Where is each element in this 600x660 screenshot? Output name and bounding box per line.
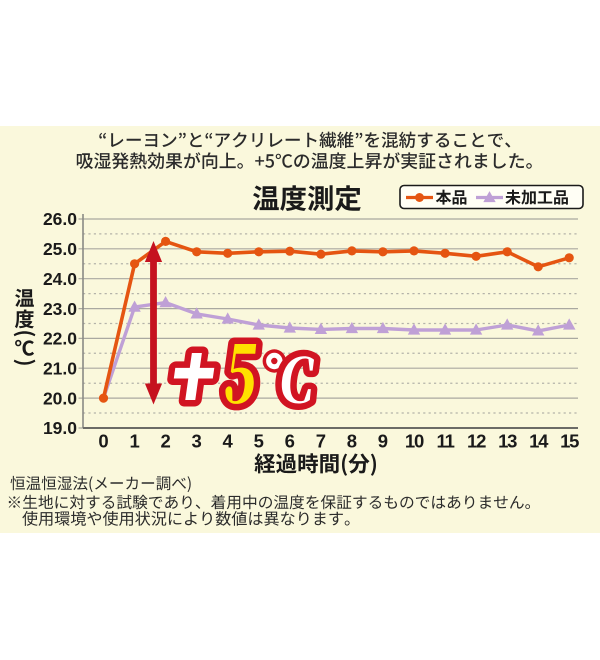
- svg-text:21.0: 21.0: [43, 358, 77, 378]
- svg-text:7: 7: [316, 430, 326, 451]
- svg-text:4: 4: [223, 430, 234, 451]
- svg-text:23.0: 23.0: [43, 299, 77, 319]
- svg-text:19.0: 19.0: [43, 418, 77, 438]
- svg-text:1: 1: [129, 430, 139, 451]
- svg-text:5: 5: [254, 430, 264, 451]
- svg-text:26.0: 26.0: [43, 209, 77, 229]
- svg-text:25.0: 25.0: [43, 239, 77, 259]
- svg-text:0: 0: [98, 430, 108, 451]
- svg-text:15: 15: [560, 430, 579, 451]
- svg-text:24.0: 24.0: [43, 269, 77, 289]
- svg-text:8: 8: [347, 430, 357, 451]
- svg-text:2: 2: [160, 430, 170, 451]
- svg-text:20.0: 20.0: [43, 388, 77, 408]
- svg-text:3: 3: [192, 430, 202, 451]
- svg-text:14: 14: [529, 430, 549, 451]
- svg-text:11: 11: [437, 430, 455, 451]
- svg-text:12: 12: [467, 430, 486, 451]
- svg-text:10: 10: [405, 430, 424, 451]
- svg-text:22.0: 22.0: [43, 329, 77, 349]
- svg-text:9: 9: [378, 430, 388, 451]
- svg-text:6: 6: [285, 430, 295, 451]
- svg-text:13: 13: [498, 430, 517, 451]
